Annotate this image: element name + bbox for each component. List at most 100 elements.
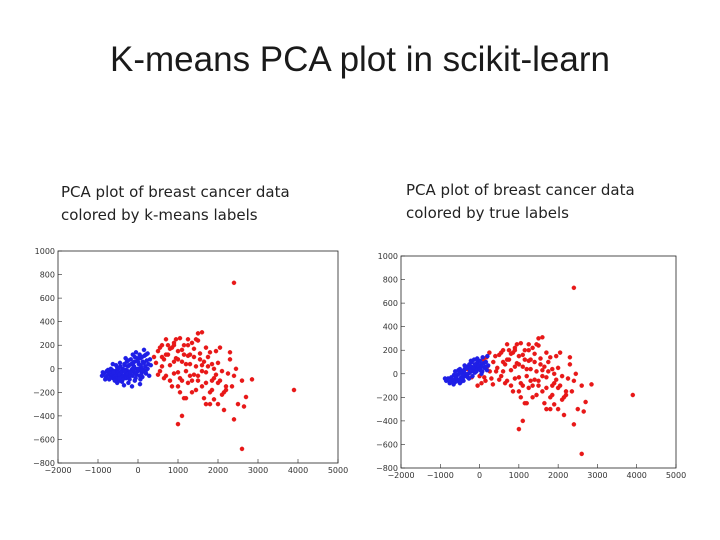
y-tick-label: 400 — [383, 323, 398, 332]
scatter-point — [534, 369, 539, 374]
x-tick-label: 3000 — [248, 466, 268, 475]
y-tick-label: 200 — [40, 341, 55, 350]
scatter-point — [536, 336, 541, 341]
scatter-point — [211, 397, 217, 402]
scatter-point — [187, 373, 193, 379]
scatter-point — [453, 375, 459, 380]
scatter-point — [544, 350, 549, 355]
scatter-point — [165, 342, 171, 348]
scatter-point — [540, 335, 545, 340]
scatter-point — [116, 372, 122, 377]
scatter-point — [451, 382, 456, 387]
x-tick-label: 5000 — [666, 471, 686, 480]
scatter-point — [125, 364, 131, 369]
scatter-point — [167, 346, 173, 352]
scatter-point — [219, 368, 225, 374]
scatter-point — [108, 366, 114, 372]
scatter-point — [117, 360, 123, 366]
scatter-point — [291, 387, 297, 393]
scatter-point — [524, 366, 529, 372]
scatter-point — [201, 359, 207, 364]
scatter-point — [181, 395, 187, 401]
scatter-point — [496, 377, 502, 382]
scatter-point — [528, 378, 533, 384]
scatter-point — [550, 383, 555, 388]
scatter-point — [209, 378, 215, 383]
scatter-point — [579, 451, 584, 457]
scatter-point — [207, 350, 213, 355]
caption-line: colored by true labels — [406, 204, 569, 222]
scatter-point — [512, 364, 518, 369]
scatter-point — [485, 353, 490, 359]
scatter-point — [508, 383, 514, 388]
y-tick-label: 600 — [383, 299, 398, 308]
scatter-point — [457, 366, 463, 372]
scatter-point — [462, 363, 467, 368]
scatter-point — [205, 364, 211, 369]
scatter-point — [557, 350, 563, 355]
scatter-point — [452, 369, 458, 374]
scatter-point — [522, 347, 528, 353]
x-tick-label: 3000 — [587, 471, 607, 480]
scatter-point — [213, 372, 219, 377]
scatter-point — [565, 376, 571, 381]
scatter-point — [561, 412, 567, 418]
scatter-point — [121, 383, 127, 388]
scatter-point — [581, 409, 586, 414]
scatter-point — [175, 421, 181, 427]
scatter-point — [528, 366, 533, 372]
scatter-point — [148, 362, 154, 368]
scatter-point — [474, 356, 480, 361]
x-tick-label: 2000 — [208, 466, 228, 475]
scatter-point — [540, 367, 545, 373]
scatter-point — [536, 378, 541, 384]
scatter-point — [223, 384, 229, 389]
scatter-point — [575, 406, 581, 412]
scatter-point — [563, 389, 569, 394]
scatter-point — [458, 379, 463, 385]
scatter-point — [516, 362, 522, 367]
scatter-point — [532, 377, 537, 382]
scatter-point — [498, 350, 504, 355]
scatter-point — [472, 370, 478, 375]
scatter-point — [159, 354, 165, 360]
scatter-point — [493, 369, 499, 374]
scatter-point — [548, 355, 553, 360]
x-tick-label: −1000 — [84, 466, 111, 475]
scatter-point — [516, 426, 522, 432]
scatter-point — [475, 383, 480, 388]
scatter-point — [235, 401, 241, 407]
scatter-point — [231, 280, 237, 286]
scatter-point — [179, 378, 185, 383]
scatter-point — [157, 345, 163, 350]
scatter-point — [532, 359, 537, 365]
scatter-point — [227, 350, 233, 355]
scatter-point — [183, 368, 189, 374]
scatter-point — [217, 378, 223, 383]
scatter-point — [193, 337, 199, 342]
scatter-point — [561, 395, 567, 400]
scatter-point — [589, 382, 594, 387]
scatter-point — [199, 384, 205, 389]
scatter-point — [555, 365, 561, 371]
scatter-point — [193, 387, 199, 393]
scatter-point — [175, 348, 181, 354]
scatter-point — [442, 376, 448, 381]
scatter-point — [155, 348, 161, 354]
caption-kmeans-labels: PCA plot of breast cancer data colored b… — [61, 181, 290, 227]
scatter-point — [249, 377, 255, 382]
scatter-point — [130, 366, 135, 372]
y-tick-label: −400 — [376, 417, 398, 426]
scatter-point — [201, 395, 207, 401]
scatter-point — [579, 383, 584, 388]
y-tick-label: 400 — [40, 318, 55, 327]
scatter-point — [510, 389, 516, 394]
scatter-point — [573, 371, 579, 377]
caption-line: PCA plot of breast cancer data — [61, 183, 290, 201]
scatter-point — [536, 383, 541, 388]
scatter-point — [195, 331, 201, 336]
scatter-point — [187, 361, 193, 367]
scatter-plot-true-labels: −2000 −1000 0 1000 2000 3000 4000 5000100080060… — [376, 252, 686, 480]
scatter-point — [211, 366, 217, 372]
scatter-point — [538, 356, 543, 361]
